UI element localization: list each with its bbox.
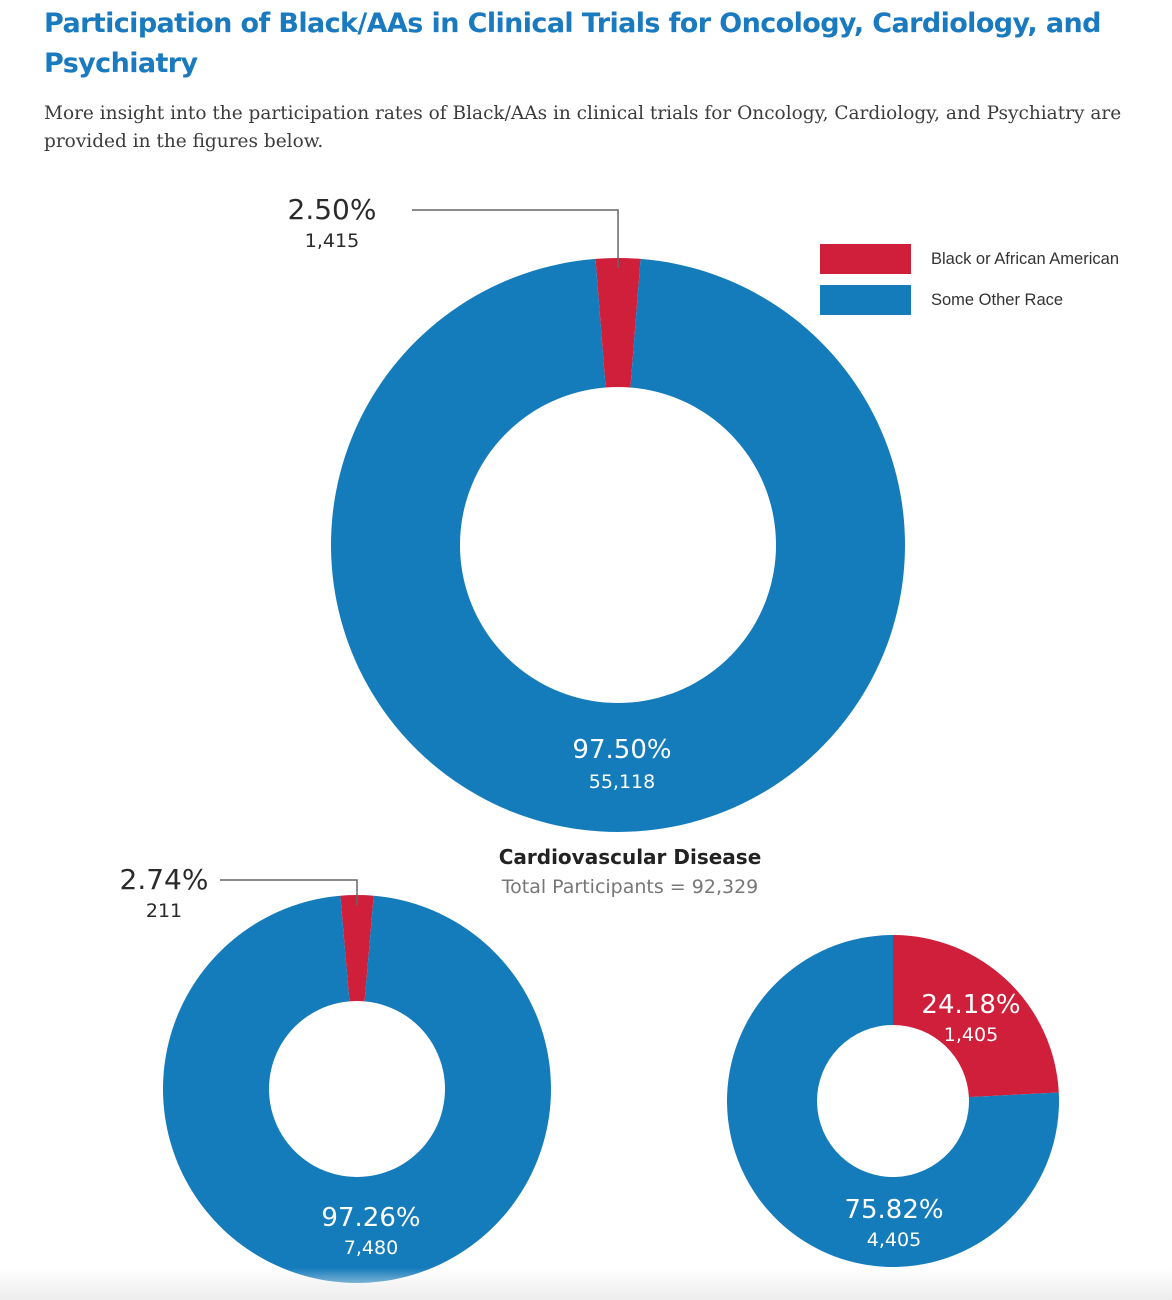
intro-paragraph: More insight into the participation rate…: [44, 103, 1122, 152]
donut-1-label-pct-black-aa: 2.74%: [120, 863, 209, 896]
donut-1-slice-black-aa: [340, 895, 374, 1002]
donut-0-label-count-black-aa: 1,415: [305, 230, 359, 252]
chart-title: Cardiovascular Disease: [498, 845, 762, 869]
donut-0-slice-black-aa: [595, 257, 641, 388]
donut-2-slice-other: [727, 935, 1059, 1267]
donut-1-label-count-black-aa: 211: [146, 900, 182, 922]
donut-2-slice-black-aa: [893, 935, 1059, 1098]
donut-1-slice-other: [162, 895, 551, 1283]
donut-0-label-pct-other: 97.50%: [572, 735, 671, 765]
page-title: Participation of Black/AAs in Clinical T…: [44, 8, 1101, 79]
chart-subtitle: Total Participants = 92,329: [501, 876, 759, 898]
legend-label-black-aa: Black or African American: [931, 250, 1119, 268]
donut-0-slice-other: [330, 258, 905, 833]
donut-1-label-count-other: 7,480: [344, 1237, 398, 1259]
legend-label-other: Some Other Race: [931, 291, 1064, 309]
legend-swatch-other: [820, 285, 911, 315]
legend-swatch-black-aa: [820, 244, 911, 274]
donut-2-label-pct-other: 75.82%: [844, 1195, 943, 1225]
donut-1-label-pct-other: 97.26%: [321, 1203, 420, 1233]
donut-2-label-pct-black-aa: 24.18%: [921, 990, 1020, 1020]
donut-0-label-pct-black-aa: 2.50%: [288, 193, 377, 226]
donut-0-leader-line: [412, 209, 619, 268]
page-bottom-fade: [0, 1268, 1172, 1300]
donut-2-label-count-other: 4,405: [867, 1229, 921, 1251]
donut-0-label-count-other: 55,118: [589, 771, 655, 793]
donut-1-leader-line: [220, 879, 358, 905]
donut-2-label-count-black-aa: 1,405: [944, 1024, 998, 1046]
